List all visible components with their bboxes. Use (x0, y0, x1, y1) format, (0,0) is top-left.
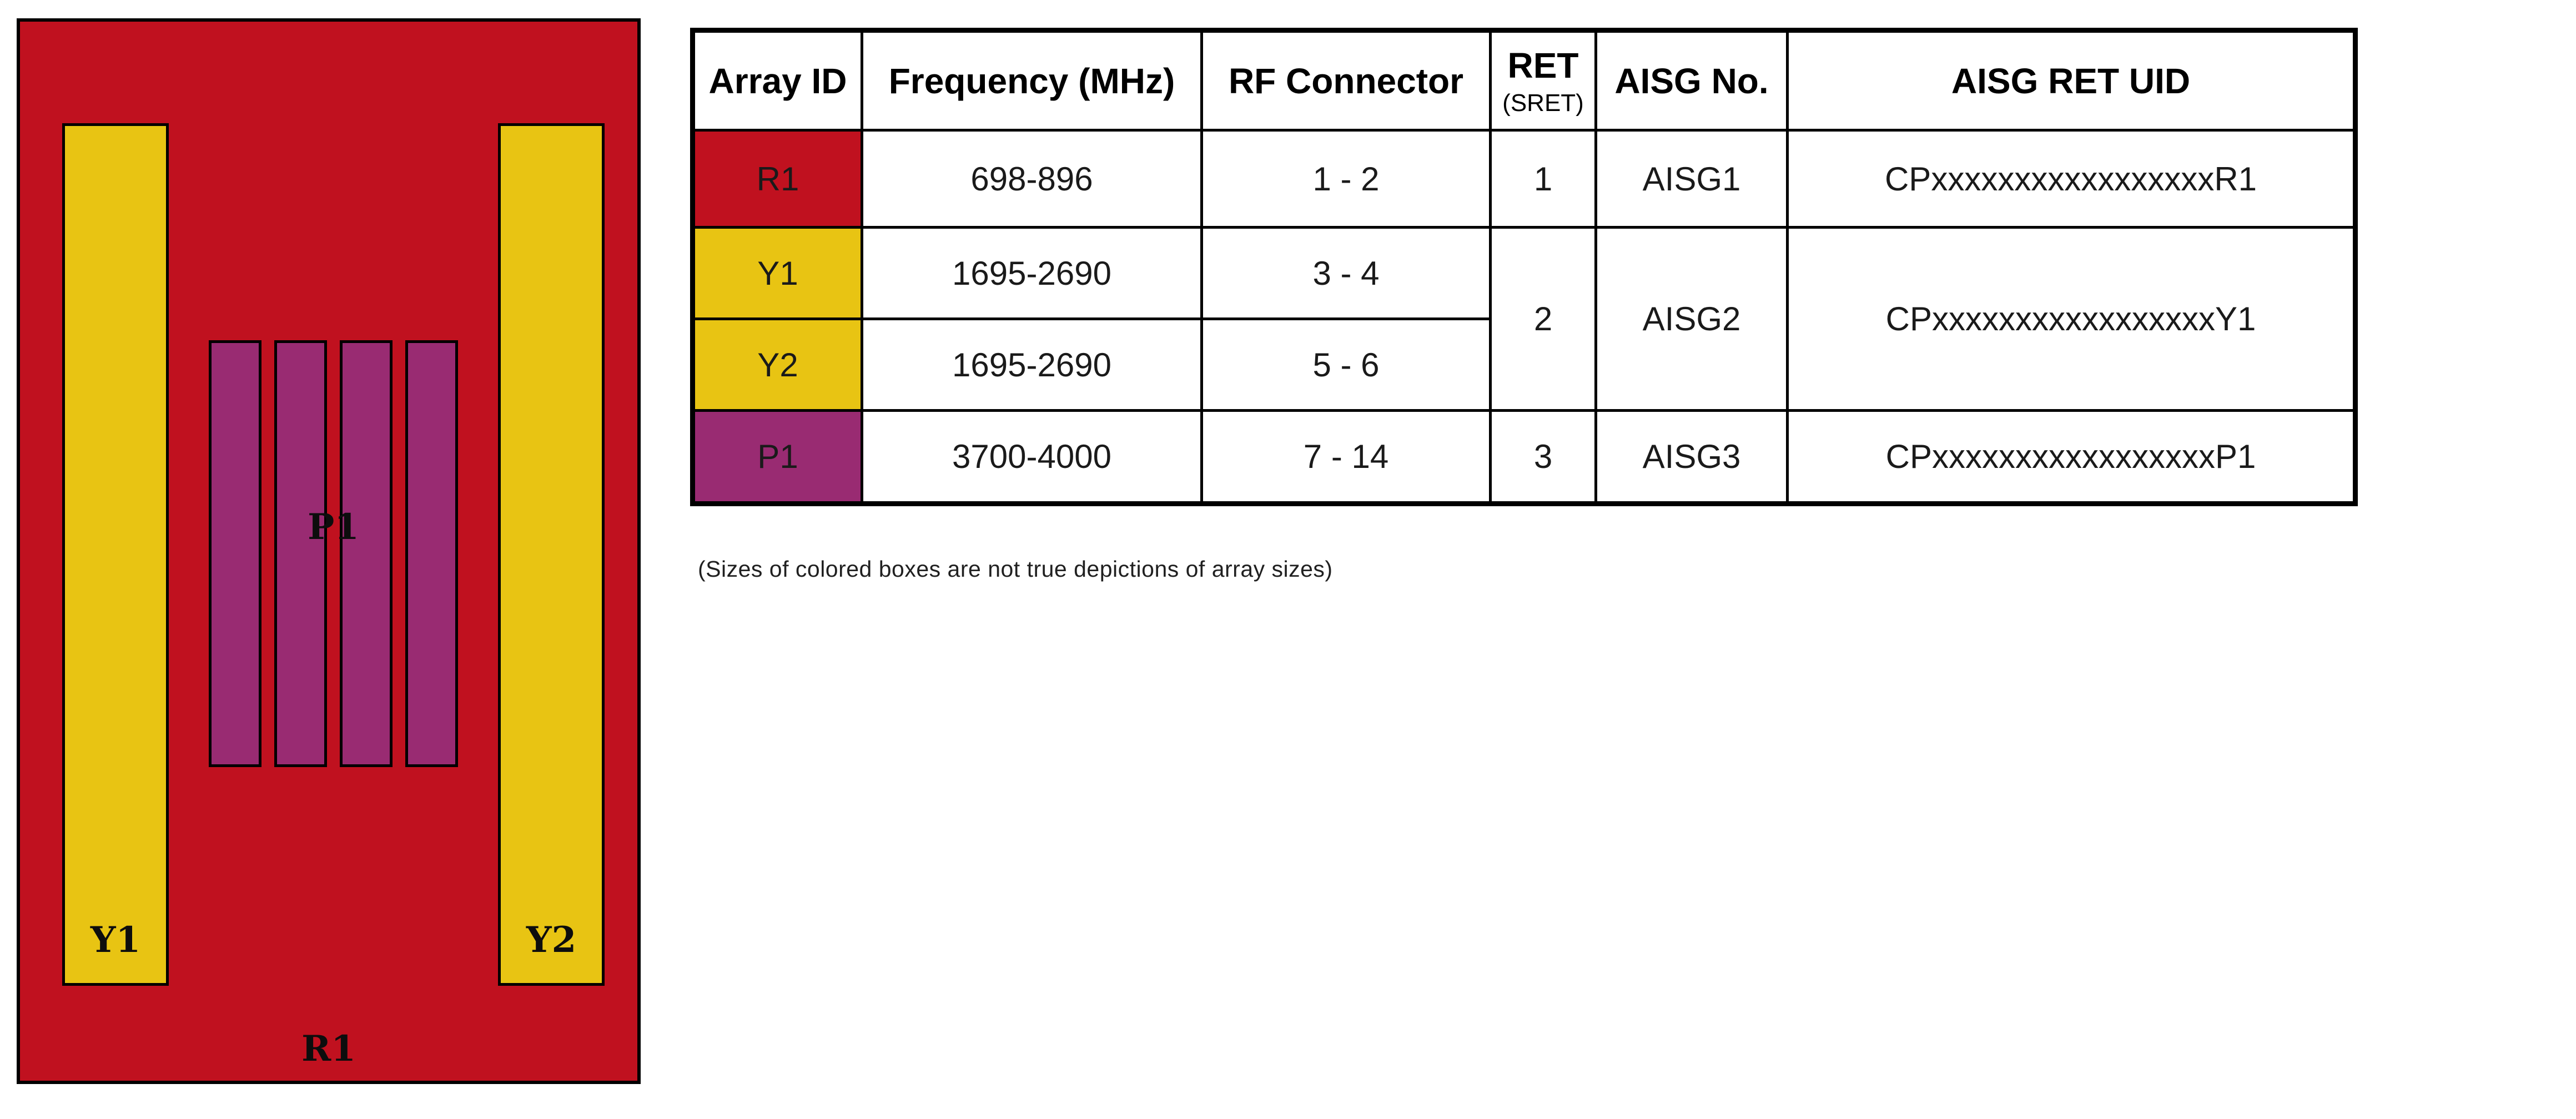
col-header-rf-connector: RF Connector (1200, 29, 1492, 132)
array-y2-bar (498, 123, 605, 986)
cell-y1-frequency: 1695-2690 (861, 226, 1203, 320)
array-r1-label: R1 (301, 1028, 356, 1070)
col-header-aisg-ret-uid: AISG RET UID (1786, 29, 2357, 132)
array-p1-bar-2 (274, 340, 327, 767)
table-row-p1: P1 3700-4000 7 - 14 3 AISG3 CPxxxxxxxxxx… (691, 409, 2357, 505)
array-p1-bar-3 (340, 340, 393, 767)
ret-header-main: RET (1507, 45, 1579, 85)
col-header-ret: RET (SRET) (1489, 29, 1597, 132)
cell-y2-array-id: Y2 (691, 317, 863, 412)
cell-p1-frequency: 3700-4000 (861, 409, 1203, 505)
cell-p1-uid: CPxxxxxxxxxxxxxxxxxP1 (1786, 409, 2357, 505)
cell-y1-array-id: Y1 (691, 226, 863, 320)
array-y2-label: Y2 (526, 919, 577, 961)
col-header-array-id: Array ID (691, 29, 863, 132)
cell-p1-ret: 3 (1489, 409, 1597, 505)
cell-y2-rf-connector: 5 - 6 (1200, 317, 1492, 412)
cell-p1-aisg-no: AISG3 (1594, 409, 1789, 505)
cell-y-group-uid: CPxxxxxxxxxxxxxxxxxY1 (1786, 226, 2357, 412)
table-row-y1: Y1 1695-2690 3 - 4 2 AISG2 CPxxxxxxxxxxx… (691, 226, 2357, 412)
cell-y2-frequency: 1695-2690 (861, 317, 1203, 412)
cell-r1-frequency: 698-896 (861, 129, 1203, 229)
array-y1-bar (62, 123, 169, 986)
ret-header-sub: (SRET) (1502, 89, 1584, 117)
table-header-row: Array ID Frequency (MHz) RF Connector RE… (691, 29, 2357, 132)
cell-y-group-aisg-no: AISG2 (1594, 226, 1789, 412)
array-config-table: Array ID Frequency (MHz) RF Connector RE… (690, 28, 2358, 506)
cell-p1-array-id: P1 (691, 409, 863, 505)
array-p1-bar-1 (209, 340, 261, 767)
cell-r1-array-id: R1 (691, 129, 863, 229)
cell-r1-ret: 1 (1489, 129, 1597, 229)
array-p1-bar-4 (405, 340, 458, 767)
array-p1-label: P1 (308, 506, 359, 548)
table-row-y2: Y2 1695-2690 5 - 6 (691, 317, 2356, 412)
cell-r1-uid: CPxxxxxxxxxxxxxxxxxR1 (1786, 129, 2357, 229)
cell-p1-rf-connector: 7 - 14 (1200, 409, 1492, 505)
cell-r1-aisg-no: AISG1 (1594, 129, 1789, 229)
table-row-r1: R1 698-896 1 - 2 1 AISG1 CPxxxxxxxxxxxxx… (691, 129, 2357, 229)
cell-y-group-ret: 2 (1489, 226, 1597, 412)
col-header-frequency: Frequency (MHz) (861, 29, 1203, 132)
cell-y1-rf-connector: 3 - 4 (1200, 226, 1492, 320)
col-header-aisg-no: AISG No. (1594, 29, 1789, 132)
cell-r1-rf-connector: 1 - 2 (1200, 129, 1492, 229)
sizes-note: (Sizes of colored boxes are not true dep… (698, 556, 1333, 582)
array-y1-label: Y1 (90, 919, 141, 961)
